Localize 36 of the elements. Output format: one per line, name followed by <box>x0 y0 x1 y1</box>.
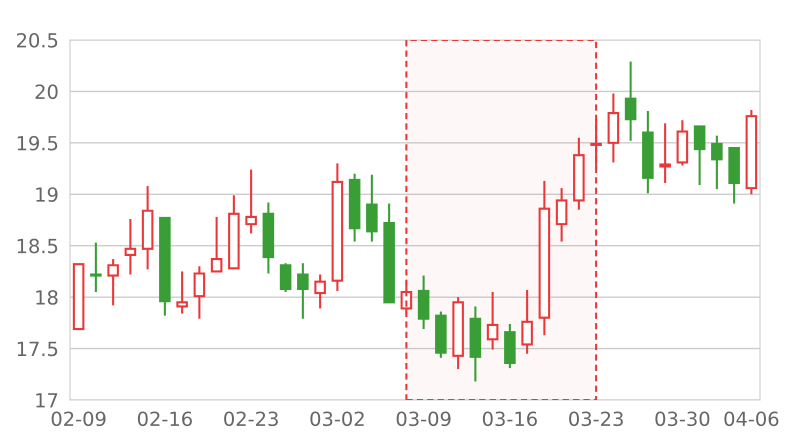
candlestick <box>486 290 498 351</box>
candlestick <box>262 201 274 275</box>
candlestick <box>332 162 344 292</box>
x-tick-label: 02-23 <box>224 411 278 426</box>
y-tick-label: 20.5 <box>17 32 58 48</box>
candlestick <box>245 168 257 234</box>
candlestick <box>142 185 154 270</box>
candlestick <box>556 187 568 243</box>
y-tick-label: 18.5 <box>18 238 58 254</box>
x-tick-label: 04-06 <box>724 411 778 426</box>
candlestick <box>297 262 309 320</box>
candlestick <box>418 274 430 330</box>
candlestick <box>366 174 378 243</box>
candlestick <box>470 305 482 383</box>
x-tick-label: 03-09 <box>396 411 451 426</box>
y-tick-label: 18 <box>36 290 58 305</box>
x-tick-label: 03-16 <box>482 411 537 426</box>
candlestick <box>538 180 550 336</box>
x-tick-label: 03-23 <box>569 411 623 426</box>
candlestick <box>90 242 102 294</box>
x-tick-label: 03-02 <box>310 411 364 426</box>
y-tick-label: 17 <box>36 393 58 408</box>
candlestick <box>624 60 636 142</box>
candlestick <box>642 110 654 194</box>
y-tick-label: 19.5 <box>18 136 58 151</box>
x-tick-label: 02-16 <box>138 411 192 426</box>
candlestick <box>521 288 533 355</box>
candlestick <box>573 136 585 211</box>
y-tick-label: 17.5 <box>18 342 58 356</box>
candlestick <box>608 92 620 164</box>
y-tick-label: 20 <box>36 84 58 100</box>
x-tick-label: 03-30 <box>655 411 710 426</box>
y-tick-label: 19 <box>36 187 58 202</box>
candlestick <box>124 218 136 276</box>
candlestick <box>659 122 671 184</box>
x-tick-label: 02-09 <box>52 411 106 426</box>
